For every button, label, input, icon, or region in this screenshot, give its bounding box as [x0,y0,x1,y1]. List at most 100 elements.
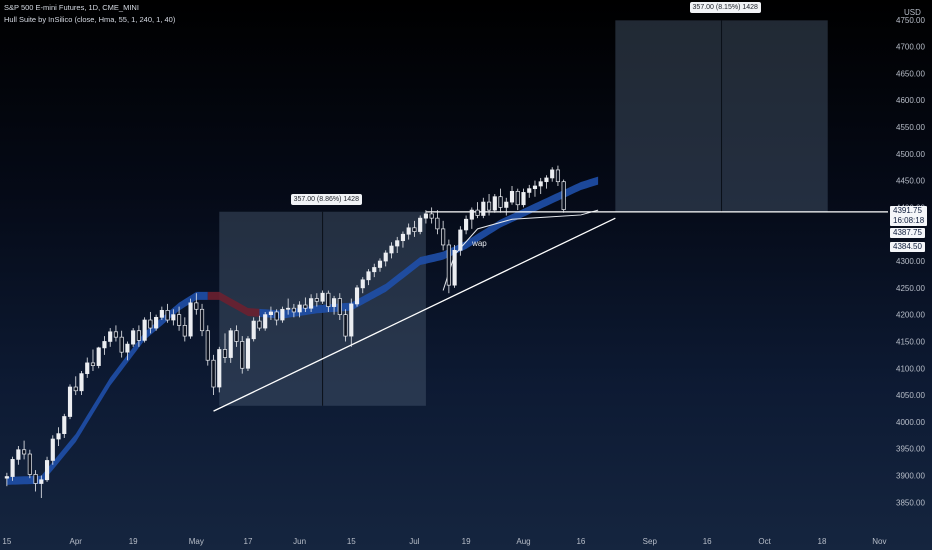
x-tick-label: Nov [872,537,886,546]
candle-body [504,201,509,208]
candle-body [85,362,90,374]
candle-body [343,314,348,337]
x-tick-label: 18 [818,537,827,546]
candle-body [10,459,15,477]
hull-band-down [207,291,260,317]
candle-body [521,192,526,206]
candle-body [263,314,268,329]
candle-body [240,341,245,369]
last-price-value: 4391.75 [893,205,922,215]
y-tick-label: 3900.00 [896,471,925,480]
candle-body [182,325,187,337]
candle-body [286,307,291,310]
y-tick-label: 4050.00 [896,391,925,400]
candle-body [171,314,176,321]
x-tick-label: Sep [643,537,658,546]
x-tick-label: Apr [70,537,83,546]
candle-body [418,217,423,232]
currency-label: USD [904,8,921,17]
candle-body [268,311,273,315]
y-tick-label: 3950.00 [896,445,925,454]
y-tick-label: 4500.00 [896,150,925,159]
candle-body [441,228,446,246]
candle-body [395,240,400,247]
candle-body [561,181,566,210]
candle-body [555,169,561,183]
candle-body [136,330,141,341]
y-tick-label: 4250.00 [896,284,925,293]
candle-body [280,308,285,321]
candle-body [67,386,73,417]
candle-body [469,209,474,220]
candle-body [16,449,21,460]
price-tag-b: 4384.50 [890,241,925,252]
y-tick-label: 3850.00 [896,498,925,507]
x-tick-label: Jul [409,537,419,546]
candle-body [39,479,44,484]
candle-body [366,271,371,281]
x-tick-label: Aug [516,537,530,546]
candle-body [475,209,480,216]
candle-body [274,311,279,321]
candle-body [331,298,337,307]
x-tick-label: 17 [244,537,253,546]
candle-body [73,386,78,392]
candle-body [532,185,538,190]
candle-body [33,474,38,484]
candle-body [113,331,119,338]
x-tick-label: 19 [462,537,471,546]
x-tick-label: 15 [2,537,11,546]
candle-body [377,260,383,268]
candle-body [297,304,302,313]
candle-body [159,310,164,318]
candle-body [303,304,308,309]
candle-body [148,319,153,329]
candle-body [62,416,67,435]
y-tick-label: 4150.00 [896,337,925,346]
candle-body [142,319,147,341]
candle-body [131,330,136,345]
candle-body [188,302,193,337]
y-tick-label: 4550.00 [896,123,925,132]
candle-body [326,292,331,307]
candle-body [349,303,354,337]
candle-body [412,227,417,232]
candle-body [165,310,170,321]
candle-body [194,302,199,310]
measure-label-left: 357.00 (8.86%) 1428 [290,193,362,205]
candle-body [400,233,406,242]
candle-body [309,298,314,309]
candle-body [50,438,55,461]
last-price-tag: 4391.75 16:08:18 [890,205,928,226]
candle-body [4,476,9,479]
x-tick-label: 15 [347,537,356,546]
candle-body [211,359,216,388]
indicator-legend: Hull Suite by InSilico (close, Hma, 55, … [4,15,176,24]
candle-body [458,229,463,251]
candle-body [389,245,394,254]
candle-body [222,349,228,358]
candle-body [435,217,440,230]
candle-body [498,196,503,208]
hull-band-up [6,291,208,485]
candle-body [492,196,497,211]
candle-body [199,308,205,332]
y-tick-label: 4450.00 [896,177,925,186]
candle-body [354,287,360,305]
candle-body [119,336,124,353]
wap-label: wap [472,238,487,248]
candle-body [406,227,411,235]
symbol-title: S&P 500 E-mini Futures, 1D, CME_MINI [4,3,139,12]
candle-body [245,338,251,369]
candle-body [446,244,451,286]
candle-body [383,252,388,262]
y-tick-label: 4300.00 [896,257,925,266]
candle-body [509,191,515,203]
candle-body [544,177,549,183]
y-tick-label: 4200.00 [896,311,925,320]
candle-body [538,181,543,187]
candle-body [372,267,377,273]
x-tick-label: 19 [129,537,138,546]
